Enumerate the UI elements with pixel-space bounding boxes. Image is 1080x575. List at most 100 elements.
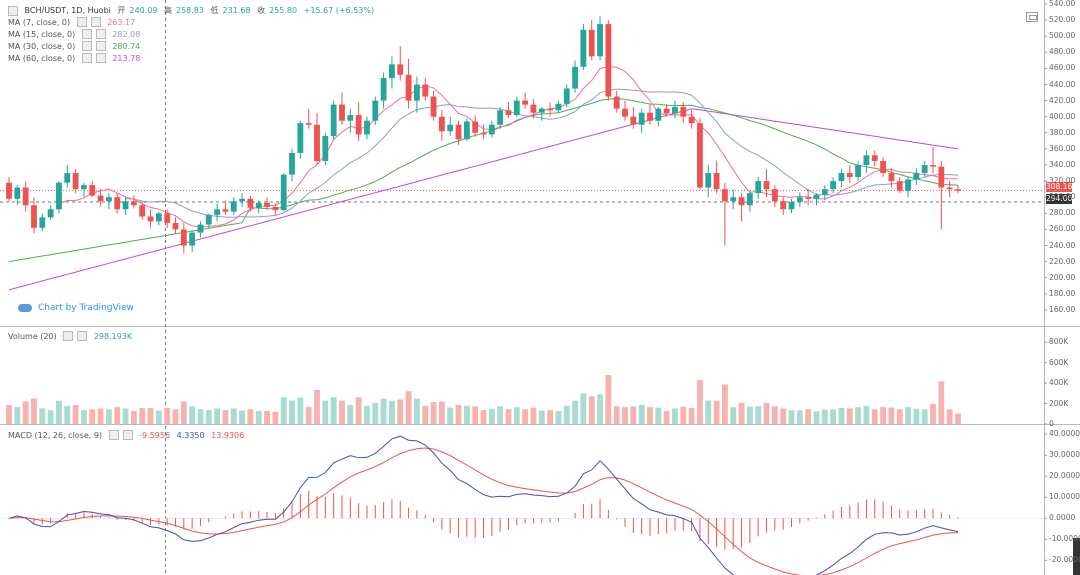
volume-bar [813,411,820,424]
volume-bar [447,407,454,424]
candle-body [946,187,953,190]
eye-icon[interactable] [63,331,74,341]
candle-body [222,209,229,212]
volume-bar [713,400,720,424]
price-tick-label: 360.00 [1049,143,1076,153]
volume-bar [172,409,179,424]
candle-body [56,182,62,210]
volume-bar [297,397,304,424]
candle-body [813,194,820,199]
volume-bar [738,402,745,424]
ma60-legend[interactable]: MA (60, close, 0) 213.78 [8,53,144,63]
candle-body [172,222,179,230]
candle-body [81,185,87,190]
volume-bar [355,397,362,424]
candle-body [230,201,237,212]
candle-body [14,187,21,199]
candle-body [480,132,487,135]
ma15-value: 282.08 [112,29,141,39]
volume-bar [6,404,12,424]
volume-bar [721,384,728,424]
volume-bar [955,413,961,424]
macd-tick-label: 0.0000 [1049,513,1076,523]
volume-bar [164,407,171,424]
volume-bar [655,407,662,424]
volume-bar [430,401,437,424]
close-label: 收 [257,6,266,15]
crosshair-price-tag: 294.00 [1046,194,1073,204]
candle-body [738,197,745,206]
volume-bar [605,374,612,424]
macd-tick-label: 10.0000 [1049,492,1080,502]
macd-tick-label: -20.0000 [1049,555,1080,565]
candle-body [205,214,212,225]
volume-bar [688,407,695,424]
volume-tick-label: 800K [1049,337,1069,347]
volume-bar [796,410,803,424]
volume-legend[interactable]: Volume (20) 298.193K [8,331,136,341]
volume-bar [697,380,703,424]
collapse-icon[interactable] [8,5,18,16]
candle-body [72,173,79,190]
ma30-legend[interactable]: MA (30, close, 0) 280.74 [8,41,144,51]
volume-bar [389,400,395,424]
volume-bar [555,410,562,424]
high-value: 258.83 [175,6,204,15]
close-icon[interactable] [90,17,101,27]
volume-bar [189,406,196,424]
settings-icon[interactable] [1026,12,1038,22]
volume-tick-label: 400K [1049,378,1069,388]
volume-bar [488,408,495,424]
candle-body [930,165,936,167]
volume-bar [64,405,71,424]
close-icon[interactable] [122,430,133,440]
candle-body [771,189,778,202]
price-legend: BCH/USDT, 1D, Huobi 开 240.09 高 258.83 低 231… [8,5,378,16]
eye-icon[interactable] [81,29,92,39]
volume-bar [89,409,96,424]
candle-body [455,124,462,140]
close-icon[interactable] [95,29,106,39]
price-tick-label: 480.00 [1049,47,1076,57]
close-icon[interactable] [95,41,106,51]
eye-icon[interactable] [81,53,92,63]
candle-body [830,181,837,190]
candle-body [31,205,37,228]
candle-body [105,197,112,202]
volume-bar [780,408,787,424]
volume-bar [888,407,895,424]
candle-body [513,100,520,116]
tradingview-branding[interactable]: Chart by TradingView [18,303,134,313]
close-icon[interactable] [95,53,106,63]
candle-body [130,201,137,206]
volume-bar [530,407,537,424]
volume-bar [480,410,487,424]
close-icon[interactable] [77,331,88,341]
candle-body [605,24,612,97]
eye-icon[interactable] [108,430,119,440]
price-tick-label: 460.00 [1049,63,1076,73]
volume-bar [663,410,670,424]
volume-bar [938,381,945,424]
ma15-label: MA (15, close, 0) [8,29,76,39]
price-tick-label: 440.00 [1049,79,1076,89]
candle-body [189,232,196,246]
volume-bar [438,401,445,424]
scrollbar[interactable] [1073,538,1080,575]
volume-bar [214,408,221,424]
macd-legend[interactable]: MACD (12, 26, close, 9) -9.5956 4.3350 1… [8,430,248,440]
volume-bar [397,399,404,424]
volume-bar [680,406,687,424]
volume-bar [863,405,870,424]
candle-body [122,201,129,210]
eye-icon[interactable] [76,17,87,27]
candle-body [472,121,479,133]
candle-body [255,202,262,208]
volume-bar [322,400,329,424]
ma15-legend[interactable]: MA (15, close, 0) 282.08 [8,29,144,39]
volume-bar [855,407,862,424]
price-tick-label: 380.00 [1049,127,1076,137]
eye-icon[interactable] [81,41,92,51]
ma7-legend[interactable]: MA (7, close, 0) 263.17 [8,17,139,27]
